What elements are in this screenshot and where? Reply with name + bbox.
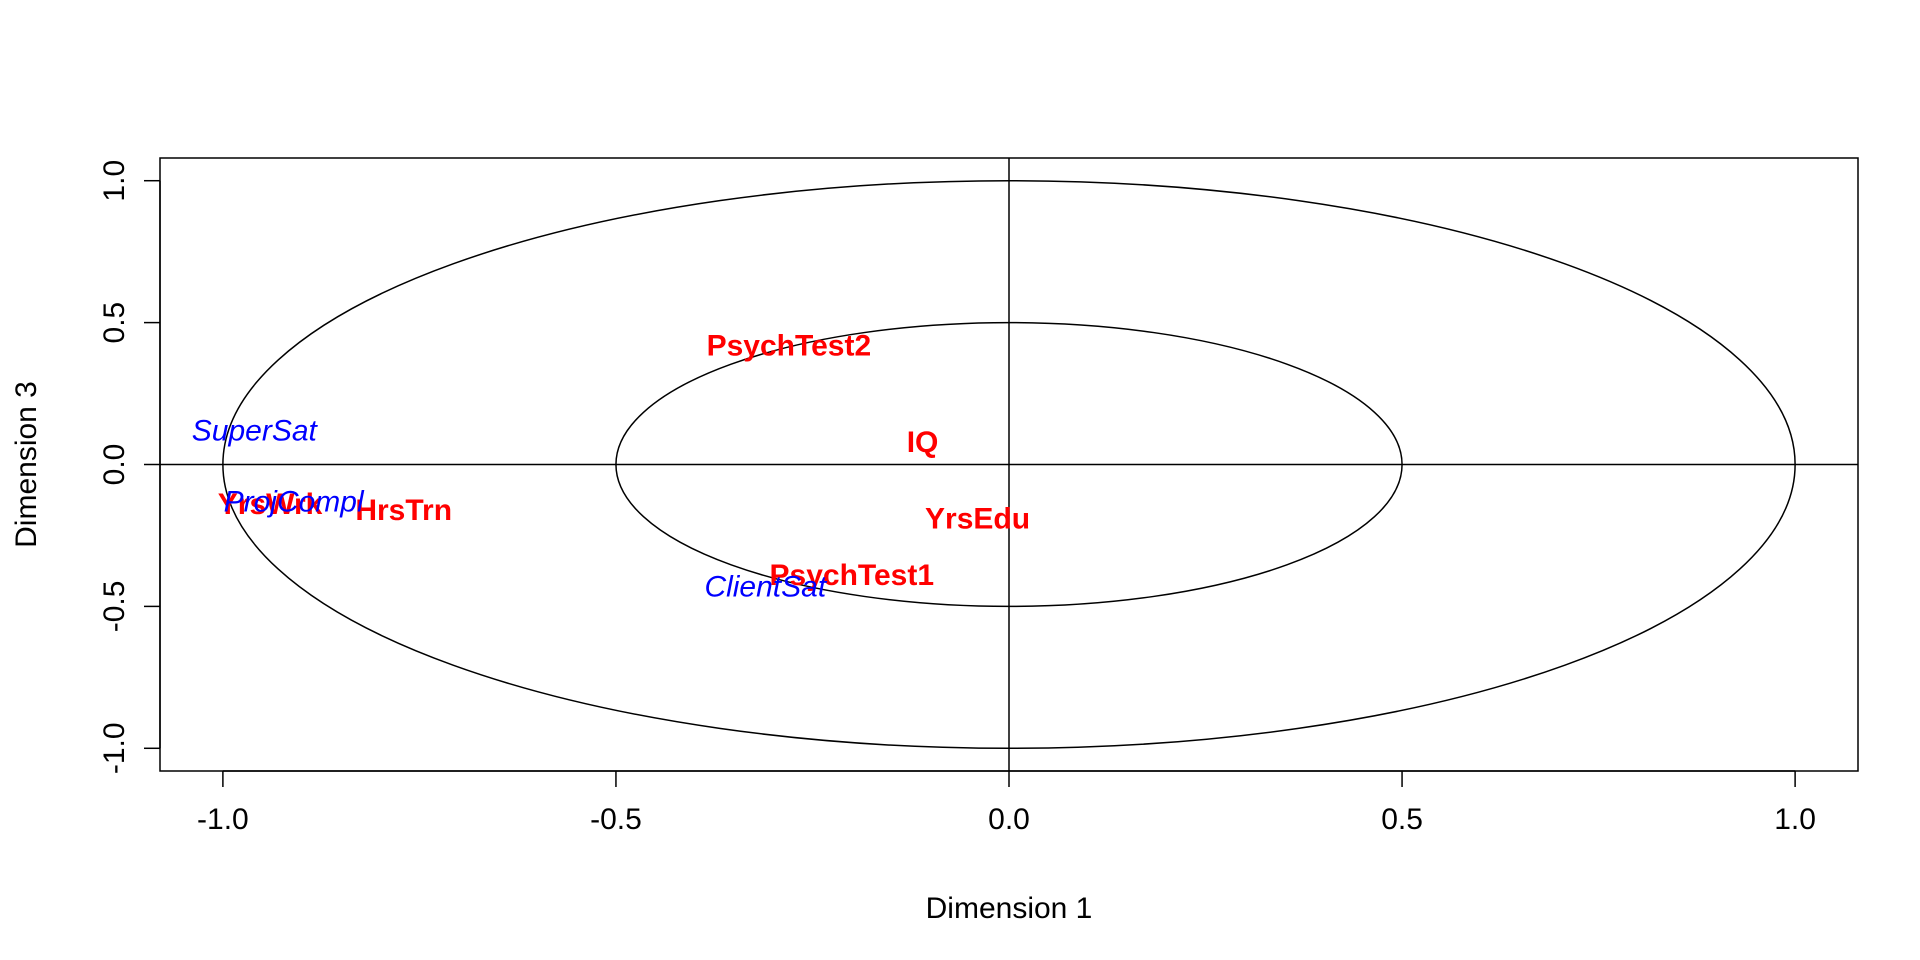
y-tick-label: 0.5 xyxy=(98,302,131,344)
y-axis-title: Dimension 3 xyxy=(10,381,43,548)
outer-circle xyxy=(222,179,1796,750)
point-labels: PsychTest2 IQ YrsEdu PsychTest1 HrsTrn YrsWrk… xyxy=(192,329,1030,603)
x-axis-title: Dimension 1 xyxy=(926,892,1093,925)
y-tick-label: -0.5 xyxy=(98,581,131,633)
point-label-yrswrk: YrsWrk xyxy=(218,488,323,521)
y-tick-label: 1.0 xyxy=(98,160,131,202)
x-tick-label: -0.5 xyxy=(590,803,642,836)
point-label-psychtest1: PsychTest1 xyxy=(770,559,935,592)
plot-area xyxy=(159,157,1859,772)
point-label-clientsat: ClientSat xyxy=(704,571,827,604)
point-label-iq: IQ xyxy=(907,426,939,459)
y-tick-label: 0.0 xyxy=(98,444,131,486)
x-tick-label: 1.0 xyxy=(1774,803,1816,836)
inner-circle xyxy=(615,321,1403,608)
point-label-psychtest2: PsychTest2 xyxy=(707,329,872,362)
x-tick-label: 0.5 xyxy=(1381,803,1423,836)
point-label-yrsedu: YrsEdu xyxy=(925,502,1030,535)
axes: -1.0 -0.5 0.0 0.5 1.0 -1.0 -0.5 0.0 0.5 1.0 xyxy=(98,160,1816,836)
x-tick-label: 0.0 xyxy=(988,803,1030,836)
point-label-supersat: SuperSat xyxy=(192,414,319,447)
x-tick-label: -1.0 xyxy=(197,803,249,836)
y-tick-label: -1.0 xyxy=(98,722,131,774)
point-label-projcompl: ProjCompl xyxy=(224,485,365,518)
point-label-hrstrn: HrsTrn xyxy=(355,494,452,527)
